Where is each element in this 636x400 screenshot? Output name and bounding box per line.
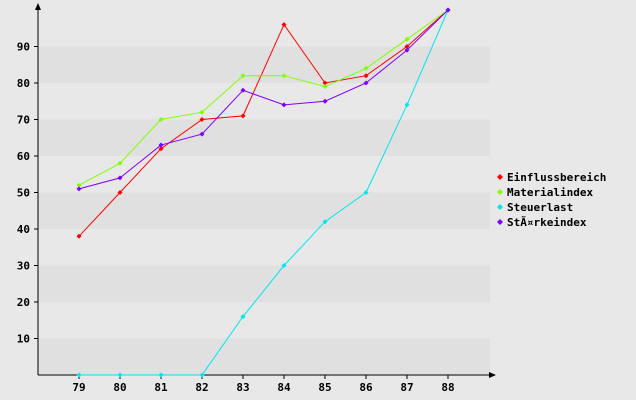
x-tick-label: 79 bbox=[72, 381, 85, 394]
series-line bbox=[79, 9, 449, 376]
x-tick-label: 84 bbox=[277, 381, 291, 394]
data-point bbox=[158, 372, 164, 378]
legend-label: StÃ¤rkeindex bbox=[507, 216, 587, 229]
y-tick-label: 30 bbox=[17, 260, 30, 273]
grid-band bbox=[38, 83, 490, 120]
y-tick-label: 50 bbox=[17, 187, 30, 200]
data-point bbox=[363, 80, 369, 86]
data-point bbox=[281, 73, 287, 79]
x-tick-label: 80 bbox=[113, 381, 126, 394]
data-point bbox=[404, 44, 410, 49]
grid-band bbox=[38, 302, 490, 339]
data-point bbox=[76, 233, 82, 239]
x-tick-label: 81 bbox=[154, 381, 168, 394]
data-point bbox=[281, 263, 287, 268]
data-point bbox=[445, 7, 451, 13]
series-line bbox=[78, 9, 449, 237]
data-point bbox=[117, 372, 123, 378]
data-point bbox=[240, 113, 246, 119]
y-tick-label: 20 bbox=[17, 296, 30, 309]
y-tick-label: 40 bbox=[17, 223, 30, 236]
legend-marker bbox=[497, 189, 503, 195]
x-axis-arrow bbox=[489, 372, 496, 378]
y-tick-label: 90 bbox=[17, 41, 30, 54]
data-point bbox=[240, 87, 246, 93]
x-tick-label: 82 bbox=[195, 381, 208, 394]
data-point bbox=[322, 219, 328, 225]
grid-band bbox=[38, 229, 490, 266]
data-point bbox=[199, 131, 205, 137]
data-point bbox=[117, 190, 123, 195]
data-point bbox=[363, 190, 369, 195]
series-line bbox=[78, 9, 449, 186]
data-point bbox=[322, 84, 328, 90]
data-point bbox=[363, 73, 369, 79]
data-point bbox=[158, 142, 164, 148]
grid-band bbox=[38, 338, 490, 375]
legend-marker bbox=[497, 204, 503, 210]
data-point bbox=[158, 146, 164, 152]
grid-band bbox=[38, 46, 490, 83]
data-point bbox=[76, 182, 82, 188]
data-point bbox=[404, 36, 410, 42]
grid-band bbox=[38, 265, 490, 302]
grid-band bbox=[38, 119, 490, 156]
data-point bbox=[117, 175, 123, 181]
data-point bbox=[240, 73, 246, 79]
series-line bbox=[78, 9, 449, 190]
data-point bbox=[404, 47, 410, 53]
grid-band bbox=[38, 10, 490, 47]
data-point bbox=[117, 160, 123, 166]
y-tick-label: 10 bbox=[17, 333, 30, 346]
data-point bbox=[199, 117, 205, 122]
legend-label: Einflussbereich bbox=[507, 171, 606, 184]
data-point bbox=[363, 65, 369, 71]
data-point bbox=[404, 102, 410, 108]
data-point bbox=[199, 372, 205, 378]
x-tick-label: 87 bbox=[400, 381, 413, 394]
legend-label: Materialindex bbox=[507, 186, 593, 199]
x-tick-label: 88 bbox=[441, 381, 454, 394]
data-point bbox=[240, 314, 246, 320]
x-tick-label: 83 bbox=[236, 381, 249, 394]
y-tick-label: 80 bbox=[17, 77, 30, 90]
legend-marker bbox=[497, 174, 503, 180]
legend-marker bbox=[497, 219, 503, 225]
x-tick-label: 86 bbox=[359, 381, 373, 394]
data-point bbox=[158, 117, 164, 122]
grid-band bbox=[38, 156, 490, 193]
data-point bbox=[76, 372, 82, 378]
data-point bbox=[76, 186, 82, 192]
y-tick-label: 70 bbox=[17, 114, 30, 127]
x-tick-label: 85 bbox=[318, 381, 331, 394]
data-point bbox=[199, 109, 205, 115]
legend-label: Steuerlast bbox=[507, 201, 573, 214]
data-point bbox=[281, 22, 287, 28]
grid-band bbox=[38, 192, 490, 229]
data-point bbox=[281, 102, 287, 108]
data-point bbox=[322, 98, 328, 104]
y-axis-arrow bbox=[35, 3, 41, 10]
data-point bbox=[322, 80, 328, 86]
y-tick-label: 60 bbox=[17, 150, 30, 163]
